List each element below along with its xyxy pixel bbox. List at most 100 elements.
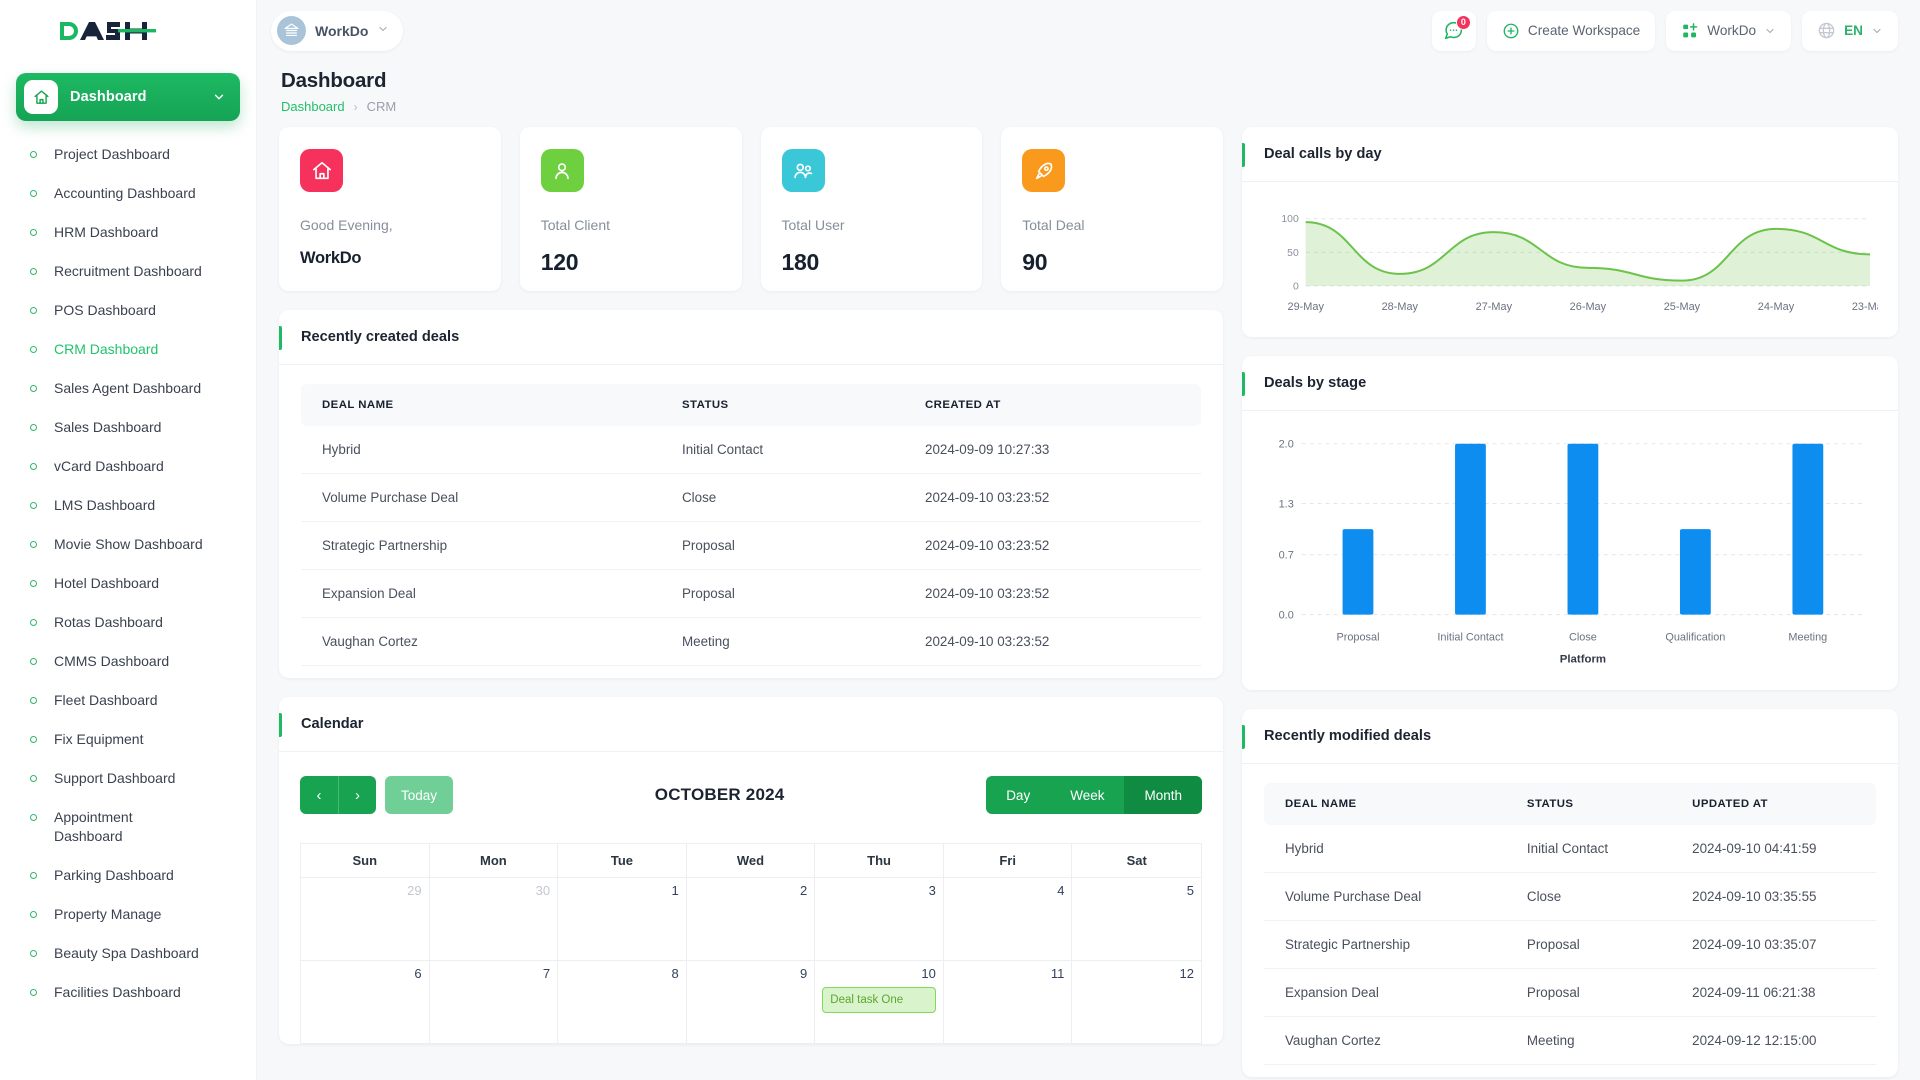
calendar-day-cell[interactable]: 10 Deal task One xyxy=(815,961,944,1044)
svg-text:50: 50 xyxy=(1287,248,1299,259)
table-cell: Meeting xyxy=(1514,1016,1681,1065)
column-header-status[interactable]: STATUS xyxy=(1514,783,1681,825)
sidebar-item-sales-agent-dashboard[interactable]: Sales Agent Dashboard xyxy=(0,369,256,408)
svg-text:28-May: 28-May xyxy=(1382,301,1419,313)
calendar-day-cell[interactable]: 30 xyxy=(429,878,559,961)
sidebar-item-crm-dashboard[interactable]: CRM Dashboard xyxy=(0,330,256,369)
calendar-weekday-sat: Sat xyxy=(1072,844,1201,878)
sidebar-item-label: Hotel Dashboard xyxy=(54,575,160,591)
calendar-day-cell[interactable]: 5 xyxy=(1072,878,1201,961)
bullet-icon xyxy=(30,424,37,431)
bullet-icon xyxy=(30,736,37,743)
table-row[interactable]: Hybrid Initial Contact 2024-09-09 10:27:33 xyxy=(301,426,1201,474)
calendar-day-cell[interactable]: 4 xyxy=(943,878,1073,961)
calendar-view-month[interactable]: Month xyxy=(1124,776,1202,814)
calendar-day-cell[interactable]: 12 xyxy=(1072,961,1201,1044)
sidebar-item-recruitment-dashboard[interactable]: Recruitment Dashboard xyxy=(0,252,256,291)
table-cell: 2024-09-10 03:23:52 xyxy=(913,473,1201,522)
calendar-day-cell[interactable]: 1 xyxy=(558,878,687,961)
calendar-next-button[interactable]: › xyxy=(338,776,376,814)
sidebar-item-project-dashboard[interactable]: Project Dashboard xyxy=(0,135,256,174)
sidebar-item-movie-show-dashboard[interactable]: Movie Show Dashboard xyxy=(0,525,256,564)
sidebar-item-hotel-dashboard[interactable]: Hotel Dashboard xyxy=(0,564,256,603)
messages-button[interactable]: 0 xyxy=(1431,10,1476,51)
calendar-day-cell[interactable]: 2 xyxy=(686,878,816,961)
table-cell: 2024-09-10 03:23:52 xyxy=(913,569,1201,618)
table-container: DEAL NAME STATUS CREATED AT Hybrid Initia… xyxy=(279,365,1223,678)
calendar-view-day[interactable]: Day xyxy=(986,776,1051,814)
workspace-switch-button[interactable]: WorkDo xyxy=(1666,10,1792,51)
create-workspace-button[interactable]: Create Workspace xyxy=(1486,10,1656,51)
calendar-week-row: 6 7 8 9 10 Deal task One 11 12 xyxy=(301,961,1201,1044)
sidebar-item-appointment-dashboard[interactable]: Appointment Dashboard xyxy=(0,798,256,856)
calendar-day-number: 9 xyxy=(800,966,808,981)
svg-text:26-May: 26-May xyxy=(1570,301,1607,313)
sidebar-item-fix-equipment[interactable]: Fix Equipment xyxy=(0,720,256,759)
workspace-selector[interactable]: WorkDo xyxy=(271,10,404,51)
sidebar-item-fleet-dashboard[interactable]: Fleet Dashboard xyxy=(0,681,256,720)
table-row[interactable]: Strategic Partnership Proposal 2024-09-10 … xyxy=(1264,920,1876,969)
sidebar-item-pos-dashboard[interactable]: POS Dashboard xyxy=(0,291,256,330)
svg-text:25-May: 25-May xyxy=(1664,301,1701,313)
table-row[interactable]: Volume Purchase Deal Close 2024-09-10 03:2… xyxy=(301,473,1201,522)
calendar-event[interactable]: Deal task One xyxy=(822,987,936,1013)
right-column: Deal calls by day 0 50 100 29-May 28-May 27-M… xyxy=(1242,127,1898,1077)
calendar-day-cell[interactable]: 6 xyxy=(301,961,430,1044)
table-row[interactable]: Strategic Partnership Proposal 2024-09-10 … xyxy=(301,521,1201,570)
table-row[interactable]: Volume Purchase Deal Close 2024-09-10 03:3… xyxy=(1264,872,1876,921)
calendar-day-cell[interactable]: 8 xyxy=(558,961,687,1044)
sidebar-item-hrm-dashboard[interactable]: HRM Dashboard xyxy=(0,213,256,252)
breadcrumb-parent[interactable]: Dashboard xyxy=(281,99,345,114)
stat-value: 120 xyxy=(540,249,579,275)
sidebar-item-support-dashboard[interactable]: Support Dashboard xyxy=(0,759,256,798)
calendar-day-cell[interactable]: 7 xyxy=(429,961,559,1044)
calendar-day-cell[interactable]: 9 xyxy=(686,961,816,1044)
table-cell: Volume Purchase Deal xyxy=(301,473,670,522)
sidebar-item-accounting-dashboard[interactable]: Accounting Dashboard xyxy=(0,174,256,213)
table-row[interactable]: Vaughan Cortez Meeting 2024-09-10 03:23:52 xyxy=(301,617,1201,666)
sidebar-item-vcard-dashboard[interactable]: vCard Dashboard xyxy=(0,447,256,486)
bullet-icon xyxy=(30,580,37,587)
sidebar-item-beauty-spa-dashboard[interactable]: Beauty Spa Dashboard xyxy=(0,934,256,973)
column-header-created-at[interactable]: CREATED AT xyxy=(913,384,1201,426)
table-row[interactable]: Expansion Deal Proposal 2024-09-10 03:23:5… xyxy=(301,569,1201,618)
sidebar-item-cmms-dashboard[interactable]: CMMS Dashboard xyxy=(0,642,256,681)
column-header-deal-name[interactable]: DEAL NAME xyxy=(301,384,670,426)
calendar-view-week[interactable]: Week xyxy=(1050,776,1125,814)
sidebar-item-sales-dashboard[interactable]: Sales Dashboard xyxy=(0,408,256,447)
svg-text:Proposal: Proposal xyxy=(1336,631,1379,643)
sidebar-item-parking-dashboard[interactable]: Parking Dashboard xyxy=(0,856,256,895)
table-row[interactable]: Vaughan Cortez Meeting 2024-09-12 12:15:00 xyxy=(1264,1016,1876,1065)
column-header-status[interactable]: STATUS xyxy=(670,384,913,426)
sidebar-item-property-manage[interactable]: Property Manage xyxy=(0,895,256,934)
bullet-icon xyxy=(30,229,37,236)
calendar-day-cell[interactable]: 11 xyxy=(943,961,1073,1044)
calendar-today-button[interactable]: Today xyxy=(385,776,454,814)
deals-by-stage-title: Deals by stage xyxy=(1264,375,1367,391)
table-row[interactable]: Expansion Deal Proposal 2024-09-11 06:21:3… xyxy=(1264,968,1876,1017)
calendar-day-cell[interactable]: 3 xyxy=(815,878,944,961)
sidebar-item-lms-dashboard[interactable]: LMS Dashboard xyxy=(0,486,256,525)
column-header-deal-name[interactable]: DEAL NAME xyxy=(1264,783,1515,825)
svg-text:Meeting: Meeting xyxy=(1788,631,1827,643)
sidebar-item-label: CMMS Dashboard xyxy=(54,653,170,669)
globe-icon xyxy=(1818,22,1835,39)
calendar-day-number: 1 xyxy=(671,883,679,898)
svg-text:23-May: 23-May xyxy=(1852,301,1878,313)
sidebar-item-facilities-dashboard[interactable]: Facilities Dashboard xyxy=(0,973,256,1012)
calendar-weekday-tue: Tue xyxy=(558,844,687,878)
sidebar-item-rotas-dashboard[interactable]: Rotas Dashboard xyxy=(0,603,256,642)
table-cell: 2024-09-10 03:23:52 xyxy=(913,617,1201,666)
table-row[interactable]: Hybrid Initial Contact 2024-09-10 04:41:59 xyxy=(1264,825,1876,873)
sidebar: Dashboard Project Dashboard Accounting Da… xyxy=(0,0,257,1080)
language-selector[interactable]: EN xyxy=(1802,10,1898,51)
sidebar-item-dashboard[interactable]: Dashboard xyxy=(16,73,240,121)
brand-logo[interactable] xyxy=(0,0,256,61)
plus-circle-icon xyxy=(1503,23,1519,38)
calendar-week-row: 29 30 1 2 3 4 5 xyxy=(301,878,1201,961)
sidebar-item-label: POS Dashboard xyxy=(54,302,156,318)
deal-calls-by-day-card: Deal calls by day 0 50 100 29-May 28-May 27-M… xyxy=(1242,127,1898,337)
calendar-day-cell[interactable]: 29 xyxy=(301,878,430,961)
calendar-prev-button[interactable]: ‹ xyxy=(300,776,338,814)
column-header-updated-at[interactable]: UPDATED AT xyxy=(1680,783,1876,825)
